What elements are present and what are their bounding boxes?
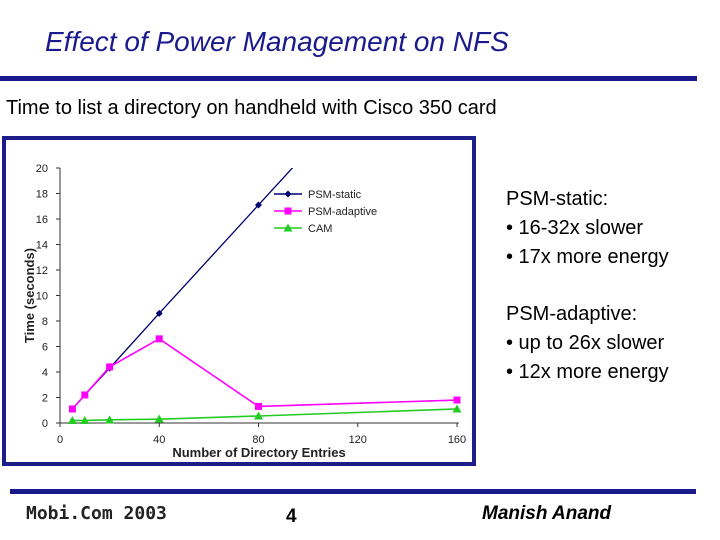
data-point-psm-adaptive <box>68 405 76 413</box>
y-tick-label: 10 <box>36 291 48 303</box>
x-tick-label: 0 <box>57 434 63 446</box>
note-psm-adaptive: PSM-adaptive: • up to 26x slower • 12x m… <box>506 300 669 387</box>
x-tick-label: 40 <box>153 434 165 446</box>
legend-marker-psm-static <box>284 190 292 198</box>
footer-author: Manish Anand <box>482 503 612 524</box>
footer-page-number: 4 <box>286 506 297 527</box>
y-tick-label: 0 <box>42 418 48 430</box>
legend-label-cam: CAM <box>308 223 332 235</box>
y-tick-label: 16 <box>36 214 48 226</box>
legend-marker-psm-adaptive <box>284 207 292 215</box>
data-point-psm-adaptive <box>453 396 461 404</box>
x-tick-label: 160 <box>448 434 466 446</box>
footer-conference: Mobi.Com 2003 <box>26 503 167 524</box>
note-heading: PSM-static: <box>506 188 609 210</box>
y-tick-label: 20 <box>36 163 48 175</box>
x-tick-label: 120 <box>349 434 367 446</box>
y-tick-label: 4 <box>42 367 48 379</box>
data-point-cam <box>105 415 115 424</box>
data-point-cam <box>452 404 462 413</box>
note-bullet: • 16-32x slower <box>506 217 644 239</box>
data-point-psm-static <box>255 201 262 209</box>
y-tick-label: 18 <box>36 189 48 201</box>
note-bullet: • 12x more energy <box>506 361 669 383</box>
data-point-psm-adaptive <box>155 335 163 343</box>
y-axis-label: Time (seconds) <box>22 248 37 343</box>
slide-subtitle: Time to list a directory on handheld wit… <box>6 97 497 119</box>
y-tick-label: 6 <box>42 342 48 354</box>
y-tick-label: 12 <box>36 265 48 277</box>
data-point-psm-static <box>155 309 163 317</box>
y-tick-label: 2 <box>42 393 48 405</box>
chart: 0 2 4 6 8 10 12 14 16 18 20 0 40 80 120 160 Number of Di… <box>2 136 476 466</box>
data-point-cam <box>67 415 77 424</box>
legend-marker-cam <box>283 223 293 232</box>
x-axis-label: Number of Directory Entries <box>172 445 345 460</box>
slide-title: Effect of Power Management on NFS <box>45 26 509 57</box>
data-point-psm-adaptive <box>255 402 262 410</box>
legend-label-psm-static: PSM-static <box>308 189 362 201</box>
data-point-cam <box>154 414 164 423</box>
x-tick-label: 80 <box>252 434 264 446</box>
data-point-cam <box>254 411 263 420</box>
note-heading: PSM-adaptive: <box>506 303 638 325</box>
footer-divider <box>10 489 696 494</box>
data-point-psm-adaptive <box>81 391 89 399</box>
note-bullet: • up to 26x slower <box>506 332 665 354</box>
data-point-psm-adaptive <box>106 363 114 371</box>
title-divider <box>0 76 697 81</box>
data-point-cam <box>80 415 90 424</box>
note-bullet: • 17x more energy <box>506 246 669 268</box>
chart-border <box>2 136 476 466</box>
y-tick-label: 8 <box>42 316 48 328</box>
note-psm-static: PSM-static: • 16-32x slower • 17x more e… <box>506 185 669 272</box>
legend-label-psm-adaptive: PSM-adaptive <box>308 206 377 218</box>
y-tick-label: 14 <box>36 240 48 252</box>
